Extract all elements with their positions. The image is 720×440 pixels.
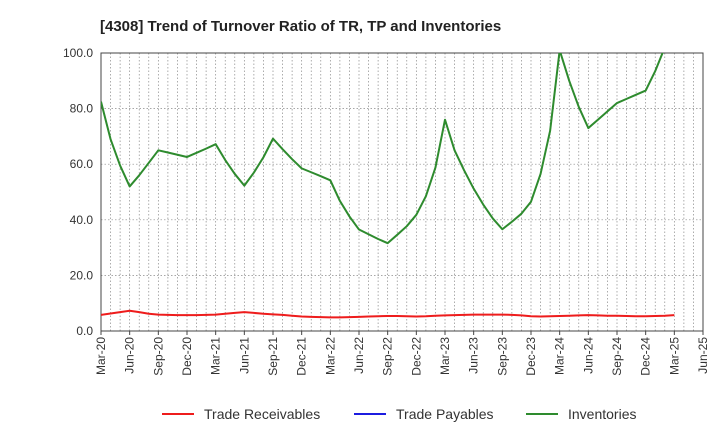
x-tick-label: Mar-24 bbox=[553, 337, 567, 375]
x-tick-label: Dec-23 bbox=[524, 337, 538, 376]
x-tick-label: Dec-20 bbox=[180, 337, 194, 376]
x-tick-label: Mar-22 bbox=[323, 337, 337, 375]
y-tick-label: 60.0 bbox=[70, 157, 94, 171]
x-tick-label: Sep-22 bbox=[381, 337, 395, 376]
series-lines bbox=[101, 53, 675, 319]
x-tick-label: Dec-21 bbox=[295, 337, 309, 376]
x-tick-label: Mar-23 bbox=[438, 337, 452, 375]
x-tick-label: Dec-24 bbox=[639, 337, 653, 376]
x-tick-label: Mar-25 bbox=[667, 337, 681, 375]
x-tick-label: Jun-21 bbox=[237, 337, 251, 374]
x-tick-label: Mar-21 bbox=[209, 337, 223, 375]
y-tick-label: 80.0 bbox=[70, 102, 94, 116]
trade-receivables-line bbox=[101, 309, 675, 319]
legend-label-trade-payables: Trade Payables bbox=[396, 406, 494, 422]
x-tick-label: Jun-24 bbox=[581, 337, 595, 374]
y-tick-label: 0.0 bbox=[76, 324, 93, 338]
x-tick-label: Jun-20 bbox=[123, 337, 137, 374]
x-tick-label: Jun-22 bbox=[352, 337, 366, 374]
legend: Trade Receivables Trade Payables Inventori… bbox=[162, 406, 636, 422]
x-tick-label: Sep-24 bbox=[610, 337, 624, 376]
plot-frame bbox=[100, 52, 704, 332]
legend-label-trade-receivables: Trade Receivables bbox=[204, 406, 320, 422]
y-tick-label: 100.0 bbox=[63, 46, 93, 60]
x-tick-label: Mar-20 bbox=[94, 337, 108, 375]
x-tick-label: Sep-23 bbox=[495, 337, 509, 376]
x-tick-label: Sep-20 bbox=[151, 337, 165, 376]
axes: 0.0 20.0 40.0 60.0 80.0 100.0 Mar-20 Jun-20 Sep-… bbox=[63, 46, 710, 376]
grid-lines bbox=[100, 52, 704, 332]
chart-title: [4308] Trend of Turnover Ratio of TR, TP… bbox=[100, 18, 501, 35]
y-tick-label: 40.0 bbox=[70, 213, 94, 227]
inventories-line bbox=[101, 53, 664, 245]
x-tick-label: Jun-25 bbox=[696, 337, 710, 374]
x-tick-label: Dec-22 bbox=[409, 337, 423, 376]
x-tick-label: Jun-23 bbox=[467, 337, 481, 374]
x-tick-label: Sep-21 bbox=[266, 337, 280, 376]
legend-label-inventories: Inventories bbox=[568, 406, 636, 422]
y-tick-label: 20.0 bbox=[70, 268, 94, 282]
